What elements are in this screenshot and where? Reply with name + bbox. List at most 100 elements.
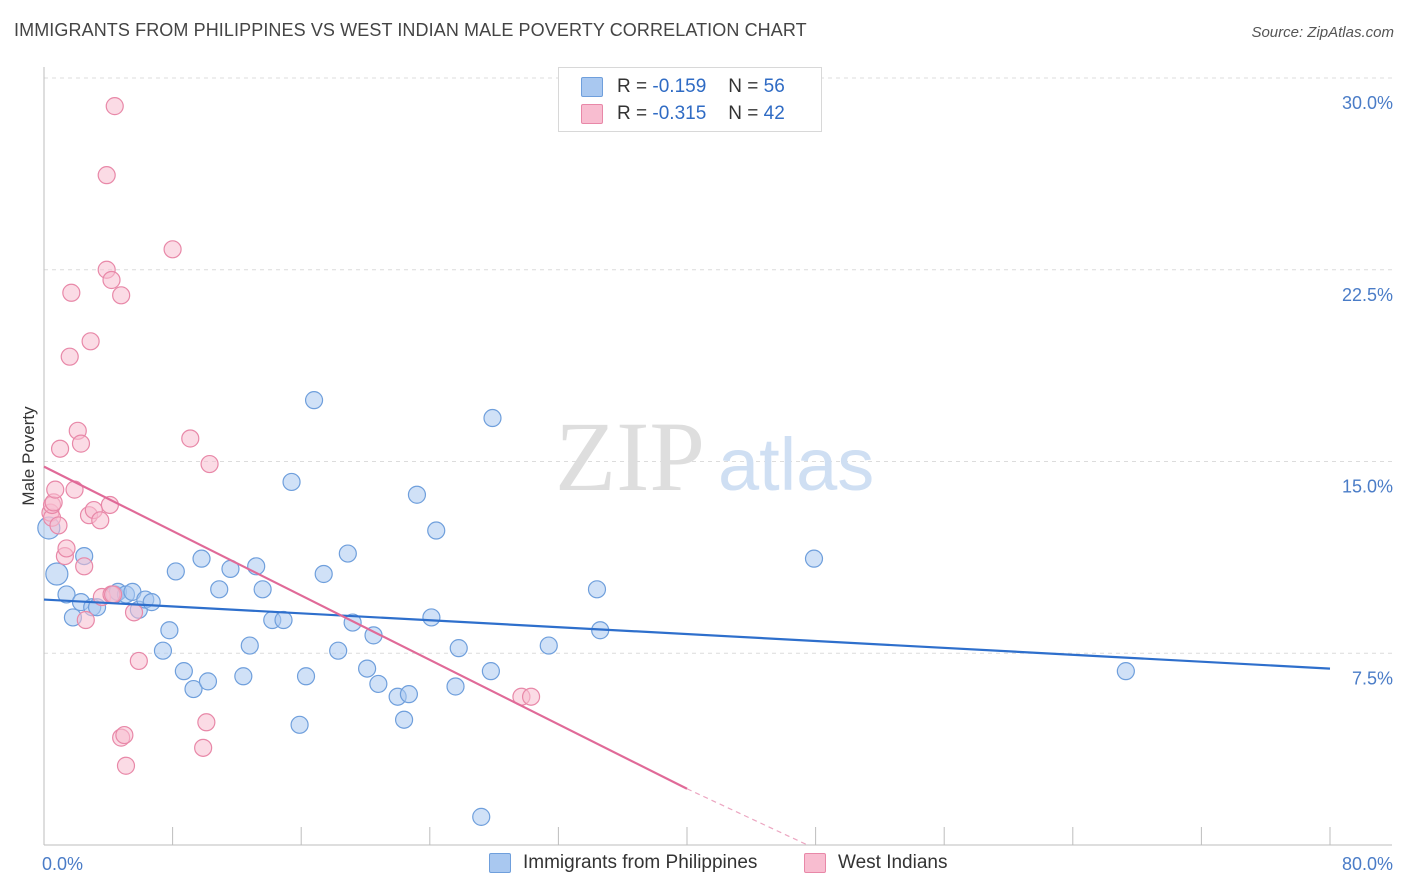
source-label: Source: ZipAtlas.com: [1251, 24, 1394, 41]
bottom-legend-swatch-west-indians: [804, 853, 826, 873]
data-point: [358, 659, 377, 678]
data-point: [112, 286, 131, 305]
data-point: [129, 651, 148, 671]
data-point: [105, 97, 124, 116]
data-point: [49, 516, 68, 535]
data-point: [97, 166, 116, 185]
trend-line: [43, 598, 1331, 670]
data-point: [76, 610, 95, 630]
data-point: [296, 667, 316, 686]
x-tick-label: 0.0%: [42, 854, 83, 874]
y-tick-label: 7.5%: [1352, 668, 1393, 688]
data-point: [587, 580, 607, 599]
data-point: [399, 685, 419, 704]
legend-r-label: R =: [617, 103, 648, 124]
data-point: [174, 662, 193, 681]
data-point: [60, 347, 79, 366]
data-point: [200, 454, 219, 474]
data-point: [153, 641, 173, 660]
bottom-legend-label-philippines: Immigrants from Philippines: [523, 852, 758, 873]
y-tick-label: 22.5%: [1342, 285, 1393, 305]
trend-line: [43, 465, 688, 790]
data-point: [234, 667, 253, 686]
y-tick-label: 15.0%: [1342, 477, 1393, 497]
data-point: [142, 593, 161, 612]
trend-line-extension: [686, 788, 808, 846]
trend-lines: [43, 465, 1331, 846]
axis-labels: 7.5% 15.0% 22.5% 30.0% 0.0% 80.0% Male Poverty: [19, 93, 1393, 874]
y-tick-label: 30.0%: [1342, 93, 1393, 113]
data-point: [91, 511, 110, 530]
legend-row-west-indians: R = -0.315 N = 42: [581, 102, 785, 126]
bottom-legend-swatch-philippines: [489, 853, 511, 873]
bottom-legend-west-indians: West Indians: [804, 852, 947, 874]
data-point: [369, 674, 388, 694]
data-point: [290, 715, 309, 734]
data-point: [57, 539, 76, 558]
chart-title: IMMIGRANTS FROM PHILIPPINES VS WEST INDI…: [14, 20, 807, 40]
data-point: [446, 677, 465, 696]
data-point: [394, 710, 414, 729]
data-point: [45, 562, 69, 586]
legend-swatch-philippines: [581, 77, 603, 97]
data-point: [46, 480, 65, 499]
legend-r-value: -0.315: [652, 103, 707, 124]
data-point: [449, 639, 468, 658]
data-point: [62, 283, 81, 302]
data-point: [304, 391, 324, 410]
legend-r-label: R =: [617, 76, 648, 97]
legend-swatch-west-indians: [581, 104, 603, 124]
data-point: [539, 636, 558, 655]
legend-r-value: -0.159: [652, 76, 707, 97]
data-point: [282, 472, 301, 492]
data-point: [240, 636, 259, 655]
data-point: [160, 621, 179, 640]
data-point: [481, 662, 500, 681]
correlation-legend: R = -0.159 N = 56 R = -0.315 N = 42: [558, 67, 822, 132]
data-point: [75, 557, 94, 576]
data-point: [804, 549, 824, 568]
data-point: [521, 687, 541, 706]
data-point: [329, 641, 348, 660]
y-axis-label: Male Poverty: [19, 406, 38, 506]
data-point: [483, 408, 502, 428]
legend-row-philippines: R = -0.159 N = 56: [581, 75, 785, 99]
watermark-atlas: atlas: [718, 423, 874, 506]
data-point: [115, 725, 134, 745]
data-point: [210, 580, 229, 599]
data-point: [314, 564, 333, 584]
data-point: [104, 585, 123, 604]
data-point: [181, 429, 200, 448]
watermark-zip: ZIP: [555, 401, 705, 512]
data-point: [197, 713, 216, 732]
data-point: [1116, 662, 1135, 681]
legend-n-label: N =: [728, 103, 759, 124]
legend-n-value: 42: [763, 103, 785, 124]
data-point: [102, 270, 121, 290]
data-point: [166, 562, 185, 581]
series-west-indians-points: [41, 97, 541, 775]
data-point: [194, 738, 213, 757]
data-point: [71, 434, 91, 453]
data-point: [50, 439, 70, 458]
data-point: [81, 332, 100, 351]
data-point: [338, 544, 357, 563]
data-point: [407, 485, 427, 504]
x-tick-label: 80.0%: [1342, 854, 1393, 874]
axes: [43, 67, 1392, 846]
data-point: [192, 549, 211, 568]
data-point: [124, 603, 144, 622]
legend-n-label: N =: [728, 76, 759, 97]
data-point: [422, 608, 441, 627]
data-point: [198, 672, 218, 691]
bottom-legend-label-west-indians: West Indians: [838, 852, 948, 873]
data-point: [184, 679, 203, 699]
data-point: [274, 610, 293, 630]
data-point: [57, 585, 76, 604]
data-point: [253, 580, 272, 599]
data-point: [427, 521, 446, 540]
data-point: [116, 756, 136, 775]
data-point: [163, 240, 182, 259]
data-point: [472, 807, 491, 826]
